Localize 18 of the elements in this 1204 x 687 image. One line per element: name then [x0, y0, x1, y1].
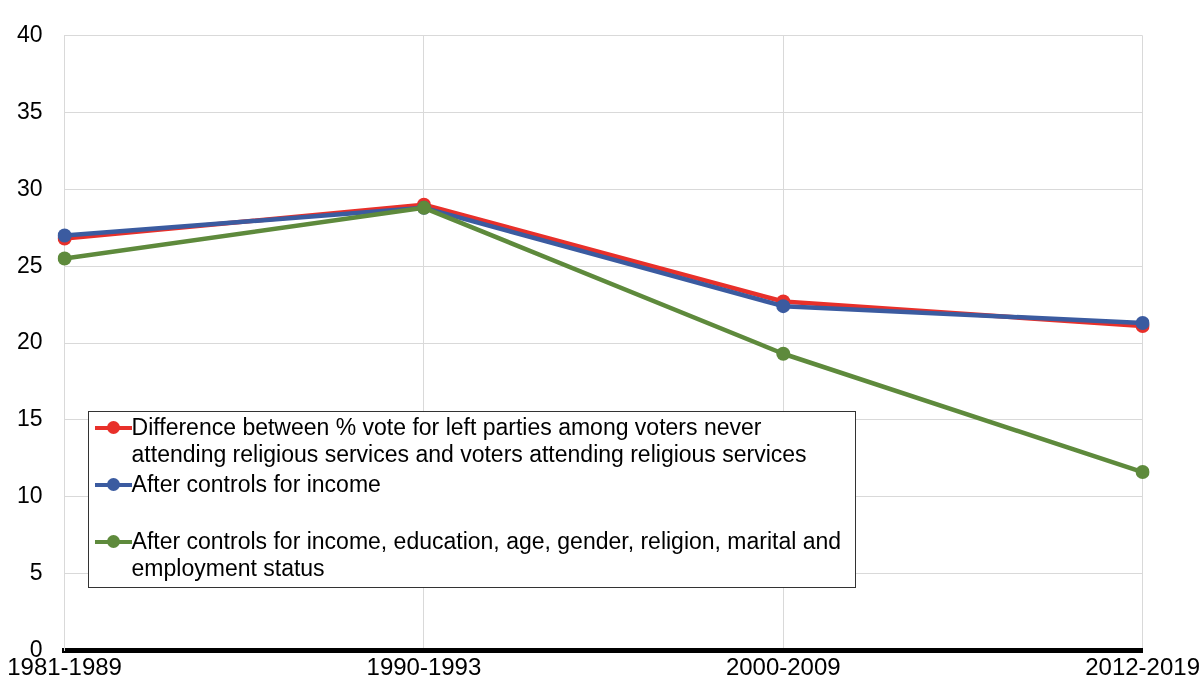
x-tick-label: 2012-2019: [1085, 653, 1200, 681]
legend-label: Difference between % vote for left parties among voters never attending religious services and voters attending religious services: [131, 414, 808, 469]
x-tick-label: 1990-1993: [366, 653, 482, 681]
y-tick-label: 25: [16, 251, 43, 278]
point: [776, 299, 791, 314]
y-tick-label: 5: [29, 558, 43, 585]
legend-label: After controls for income, education, age, gender, religion, marital and employment status: [131, 528, 843, 583]
y-tick-label: 20: [16, 328, 43, 355]
y-tick-label: 15: [16, 405, 43, 432]
point: [776, 346, 791, 361]
y-tick-label: 40: [16, 21, 43, 48]
point: [1135, 465, 1150, 480]
y-tick-label: 10: [16, 481, 43, 508]
legend-label: After controls for income: [131, 471, 381, 499]
y-tick-label: 30: [16, 174, 43, 201]
point: [57, 251, 72, 266]
y-tick-label: 35: [16, 97, 43, 124]
x-tick-label: 2000-2009: [725, 653, 841, 681]
